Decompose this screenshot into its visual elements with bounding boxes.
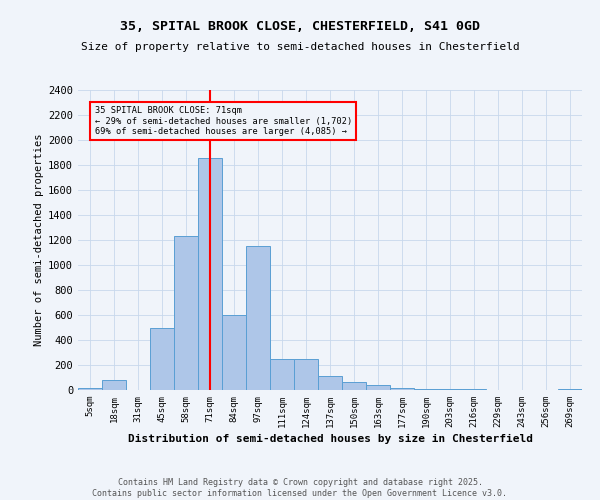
Bar [174, 236, 198, 390]
Bar [318, 376, 342, 390]
Text: Contains HM Land Registry data © Crown copyright and database right 2025.
Contai: Contains HM Land Registry data © Crown c… [92, 478, 508, 498]
Bar [294, 359, 318, 390]
Bar [102, 380, 126, 390]
Bar [78, 388, 102, 390]
X-axis label: Distribution of semi-detached houses by size in Chesterfield: Distribution of semi-detached houses by … [128, 434, 533, 444]
Text: 35 SPITAL BROOK CLOSE: 71sqm
← 29% of semi-detached houses are smaller (1,702)
6: 35 SPITAL BROOK CLOSE: 71sqm ← 29% of se… [95, 106, 352, 136]
Y-axis label: Number of semi-detached properties: Number of semi-detached properties [34, 134, 44, 346]
Bar [342, 382, 366, 390]
Bar [390, 388, 414, 390]
Bar [366, 385, 390, 390]
Bar [270, 360, 294, 390]
Text: 35, SPITAL BROOK CLOSE, CHESTERFIELD, S41 0GD: 35, SPITAL BROOK CLOSE, CHESTERFIELD, S4… [120, 20, 480, 33]
Bar [222, 315, 246, 390]
Text: Size of property relative to semi-detached houses in Chesterfield: Size of property relative to semi-detach… [80, 42, 520, 52]
Bar [198, 158, 222, 390]
Bar [246, 246, 270, 390]
Bar [150, 328, 174, 390]
Bar [414, 389, 438, 390]
